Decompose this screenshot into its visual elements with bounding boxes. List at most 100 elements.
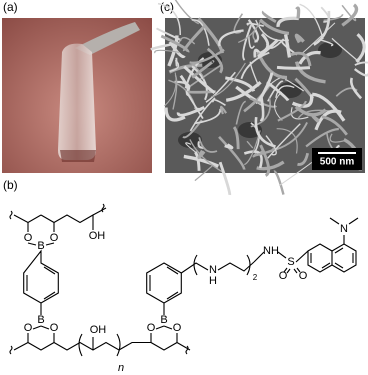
fibre [275,85,295,99]
fibre [182,24,207,52]
scale-bar: 500 nm [312,148,362,170]
fibre [240,51,270,80]
fibre [294,33,305,44]
panel-label: (a) [3,0,18,14]
fibre [341,4,357,22]
fibre [191,60,215,79]
fibre [329,133,346,143]
fibre [312,92,346,122]
fibre [174,0,200,25]
fibre [313,10,331,46]
fibre [301,22,336,54]
fibre [197,149,206,160]
atom-label: B [160,314,167,326]
fibre [283,34,292,58]
fibre [219,105,228,115]
fibre [212,99,226,106]
fibre [254,147,275,157]
atom-label: N [340,223,348,235]
fibre [189,139,225,174]
fibre [232,126,240,150]
fibre [249,61,260,87]
fibre [246,22,264,27]
atom-label: 2 [253,273,258,282]
fibre [276,16,299,28]
fibre [267,123,301,159]
fibre [189,48,225,64]
bonds [9,203,359,357]
atom-label: OH [90,324,107,336]
fibre [185,142,196,153]
atom-label: O [50,232,59,244]
fibre [164,107,186,122]
fibre [160,34,190,53]
atom-label: O [147,322,156,334]
fibre [184,57,205,89]
fibre [183,154,220,168]
fibre [297,152,310,166]
fibre [211,62,246,98]
atom-label: O [279,270,288,282]
atom-label: B [37,240,44,252]
fibre [257,72,274,102]
fibre [278,162,313,187]
fibre [205,71,236,103]
fibre [246,140,254,149]
fibre [335,87,358,97]
fibre [266,80,290,102]
fibre [298,50,321,65]
fibre [191,19,210,46]
fibre [294,61,326,84]
atom-label: OH [89,230,106,242]
fibre [331,37,360,63]
fibre [218,161,232,196]
atom-label: NH [263,245,279,257]
fibre [261,10,277,23]
fibre [323,13,344,22]
fibre [155,27,182,42]
fibre [273,91,283,121]
fibre [353,68,368,77]
fibre [176,105,205,117]
fibre [349,77,363,100]
fibre [276,128,298,154]
fibre [255,19,290,42]
fibre [295,6,301,19]
atom-label: O [24,322,33,334]
fibre [314,109,342,131]
atom-label: O [50,322,59,334]
fibre [273,170,285,195]
fibre [266,38,285,49]
fibre [183,65,216,95]
fibre [355,33,366,64]
fibre [256,160,285,171]
fibre [192,63,205,80]
fibre [218,29,244,47]
fibre [290,51,312,67]
fibre [194,108,222,125]
fibre [294,105,327,117]
fibre [233,13,244,34]
fibre [169,59,180,73]
fibre [258,18,290,36]
fibre [299,3,324,40]
fibre [247,19,260,43]
fibre [341,3,359,27]
fibre [250,97,271,128]
fibre [198,137,218,153]
fibre [235,100,247,125]
fibre [178,36,196,45]
fibre [319,39,334,47]
fibre [157,2,181,35]
fibre [276,65,311,70]
fibre [154,49,180,54]
fibre [284,79,305,92]
atom-label: S [287,256,294,268]
fibre [206,47,224,74]
atom-label: H [209,275,217,287]
fibre [275,122,308,151]
pore [318,42,342,58]
scale-label: 500 nm [320,157,355,168]
atom-label: O [24,232,33,244]
